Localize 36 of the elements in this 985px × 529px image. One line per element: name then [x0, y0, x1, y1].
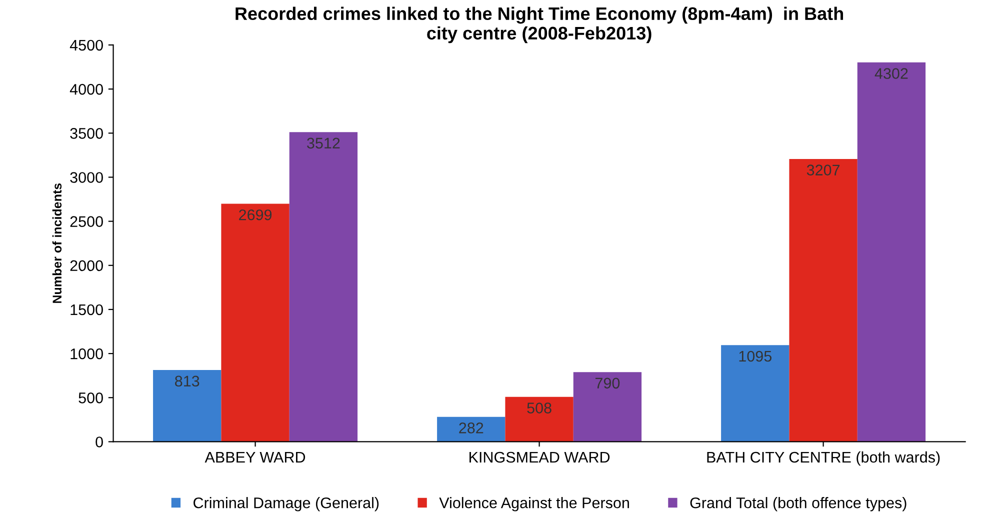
y-tick-label: 4500 — [70, 40, 103, 51]
data-label: 790 — [595, 378, 620, 389]
legend-label: Criminal Damage (General) — [194, 497, 379, 512]
data-label: 813 — [175, 376, 200, 387]
bar — [573, 372, 642, 442]
data-label: 1095 — [739, 350, 772, 362]
bar — [153, 370, 222, 442]
legend-label: Grand Total (both offence types) — [690, 497, 906, 512]
x-tick-label: KINGSMEAD WARD — [470, 452, 610, 463]
y-tick-label: 2000 — [70, 260, 103, 272]
bar — [857, 62, 926, 442]
legend-label: Violence Against the Person — [439, 497, 629, 512]
y-tick-label: 3500 — [70, 128, 103, 139]
bar — [505, 396, 574, 442]
data-label: 282 — [459, 422, 484, 434]
data-label: 4302 — [874, 68, 908, 79]
bar — [437, 416, 506, 442]
data-label: 3512 — [307, 138, 340, 149]
y-tick-label: 0 — [96, 436, 103, 448]
x-tick-label: ABBEY WARD — [204, 452, 306, 463]
y-tick-label: 1000 — [70, 348, 103, 360]
y-tick-label: 3000 — [70, 172, 103, 183]
y-tick-label: 4000 — [70, 84, 103, 95]
y-tick-label: 2500 — [70, 216, 103, 227]
y-tick-label: 1500 — [70, 304, 103, 316]
data-label: 3207 — [806, 164, 840, 176]
y-tick-label: 500 — [78, 392, 103, 404]
chart-title: Recorded crimes linked to the Night Time Economy (8pm-4am) in Bath city centre (2008-Feb2013) — [236, 6, 844, 44]
bar — [721, 345, 790, 442]
data-label: 2699 — [239, 209, 272, 220]
x-tick-label: BATH CITY CENTRE (both wards) — [707, 451, 940, 466]
data-label: 508 — [527, 402, 552, 414]
bar — [289, 132, 358, 442]
bar — [789, 158, 858, 442]
bar — [221, 204, 290, 442]
y-axis-title: Number of incidents — [52, 183, 62, 303]
